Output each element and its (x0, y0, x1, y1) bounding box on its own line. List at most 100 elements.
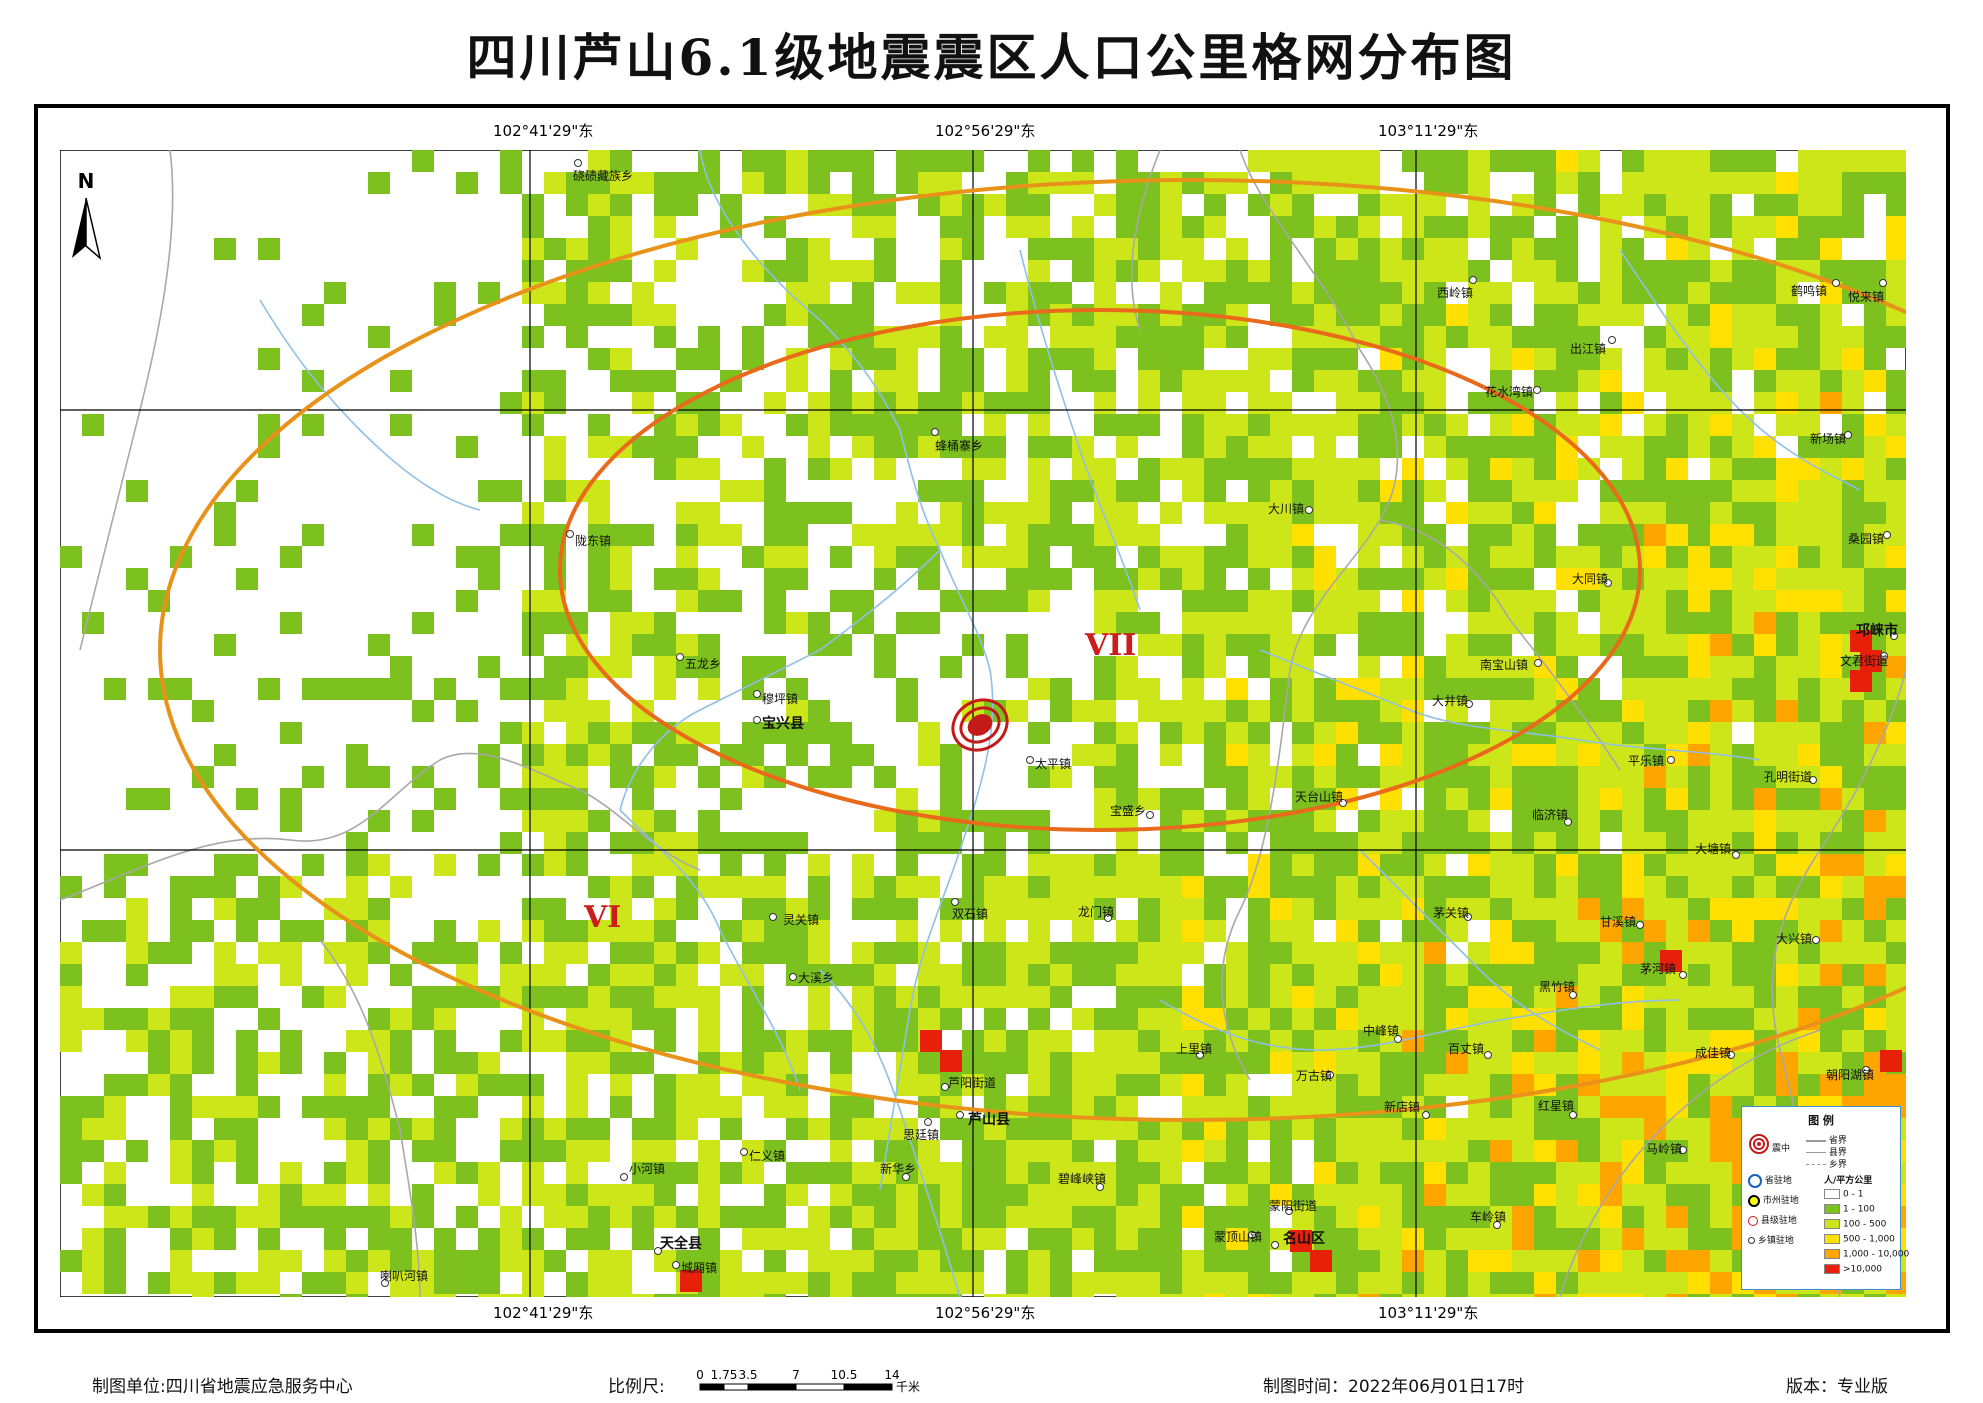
scale-segment (723, 1383, 749, 1391)
place-label: 龙门镇 (1078, 905, 1115, 919)
place-dot (941, 1083, 949, 1091)
place-label: 穆坪镇 (762, 692, 799, 706)
place-dot (1883, 531, 1891, 539)
legend-capital-label: 省驻地 (1764, 1176, 1792, 1186)
place-dot (769, 913, 777, 921)
place-dot (620, 1173, 628, 1181)
place-label: 小河镇 (629, 1162, 666, 1176)
place-dot (1812, 936, 1820, 944)
scale-segment (747, 1383, 797, 1391)
place-dot (1326, 1071, 1334, 1079)
place-dot (1844, 431, 1852, 439)
place-label: 孔明街道 (1764, 770, 1813, 784)
place-label: 宝盛乡 (1110, 804, 1147, 818)
place-dot (1534, 659, 1542, 667)
place-dot (1464, 913, 1472, 921)
legend-class-label: 1,000 - 10,000 (1843, 1249, 1910, 1260)
place-label: 百丈镇 (1448, 1042, 1485, 1056)
place-dot (1146, 811, 1154, 819)
place-dot (1727, 1051, 1735, 1059)
place-dot (1608, 336, 1616, 344)
place-dot (1569, 991, 1577, 999)
place-dot (1305, 506, 1313, 514)
place-label: 车岭镇 (1470, 1210, 1507, 1224)
lon-label-bottom-3: 103°11'29"东 (1378, 1304, 1479, 1322)
population-grid-cells (60, 150, 1906, 1297)
intensity-vii-ellipse (558, 308, 1642, 832)
map-frame (34, 104, 1950, 1333)
edition-label: 版本：专业版 (1786, 1377, 1888, 1397)
place-label: 朝阳湖镇 (1826, 1068, 1875, 1082)
legend-class-label: 100 - 500 (1843, 1219, 1887, 1230)
place-label: 马岭镇 (1646, 1142, 1683, 1156)
place-dot (1196, 1051, 1204, 1059)
place-dot (1469, 276, 1477, 284)
place-label: 大井镇 (1432, 694, 1469, 708)
place-label: 红星镇 (1538, 1099, 1575, 1113)
north-arrow-icon: N (72, 169, 102, 261)
legend-title: 图 例 (1808, 1114, 1834, 1127)
place-label: 蒙顶山镇 (1214, 1230, 1263, 1244)
place-label: 出江镇 (1570, 342, 1607, 356)
place-label: 名山区 (1283, 1231, 1325, 1247)
legend-class-item: 1,000 - 10,000 (1824, 1249, 1909, 1260)
place-label: 邛崃市 (1856, 623, 1898, 639)
intensity-vi-ellipse (158, 178, 1906, 1122)
city-icon (1748, 1194, 1760, 1207)
place-dot (1862, 1066, 1870, 1074)
place-label: 黑竹镇 (1539, 980, 1576, 994)
place-label: 甘溪镇 (1600, 915, 1637, 929)
legend-class-item: >10,000 (1824, 1264, 1882, 1275)
place-dot (1422, 1111, 1430, 1119)
place-label: 宝兴县 (762, 716, 804, 732)
capital-icon (1748, 1173, 1762, 1188)
legend-swatch (1824, 1219, 1840, 1229)
intensity-vii-label: VII (1085, 628, 1137, 663)
map-legend: 图 例 震中 省界 县界 乡界 省驻地 市州驻地 县级驻地 乡镇驻地 人/平方公… (1741, 1106, 1909, 1290)
svg-text:N: N (78, 169, 95, 193)
place-dot (740, 1148, 748, 1156)
legend-swatch (1824, 1264, 1840, 1274)
place-dot (654, 1247, 662, 1255)
place-dot (1285, 1207, 1293, 1215)
intensity-vi-label: VI (584, 900, 622, 935)
legend-class-label: 1 - 100 (1843, 1204, 1875, 1215)
place-dot (1809, 776, 1817, 784)
lon-label-bottom-2: 102°56'29"东 (935, 1304, 1036, 1322)
scale-segment (699, 1383, 725, 1391)
legend-swatch (1824, 1249, 1840, 1259)
place-label: 双石镇 (952, 907, 989, 921)
place-dot (1564, 818, 1572, 826)
place-dot (753, 690, 761, 698)
scale-segment (843, 1383, 893, 1391)
place-label: 临济镇 (1532, 808, 1569, 822)
place-dot (1248, 1231, 1256, 1239)
place-dot (1104, 914, 1112, 922)
place-dot (1879, 279, 1887, 287)
county-icon (1748, 1215, 1758, 1226)
admin-boundaries (60, 150, 1906, 1297)
place-dot (951, 898, 959, 906)
legend-city-label: 市州驻地 (1762, 1196, 1799, 1206)
place-dot (1832, 279, 1840, 287)
place-dot (1394, 1035, 1402, 1043)
scale-tick-label: 3.5 (738, 1368, 757, 1382)
place-dot (931, 428, 939, 436)
legend-boundary-label: 县界 (1828, 1148, 1847, 1158)
place-dot (1880, 652, 1888, 660)
place-dot (1679, 1146, 1687, 1154)
legend-swatch (1824, 1204, 1840, 1214)
place-dot (1569, 1111, 1577, 1119)
scale-tick-label: 14 (884, 1368, 899, 1382)
place-label: 蜂桶寨乡 (935, 439, 984, 453)
place-label: 上里镇 (1176, 1042, 1213, 1056)
place-label: 桑园镇 (1848, 532, 1885, 546)
scale-segment (795, 1383, 845, 1391)
producer-label: 制图单位:四川省地震应急服务中心 (92, 1377, 353, 1397)
place-dot (676, 653, 684, 661)
place-dot (902, 1173, 910, 1181)
place-label: 悦来镇 (1848, 290, 1885, 304)
legend-swatch (1824, 1234, 1840, 1244)
scale-tick-label: 7 (792, 1368, 800, 1382)
